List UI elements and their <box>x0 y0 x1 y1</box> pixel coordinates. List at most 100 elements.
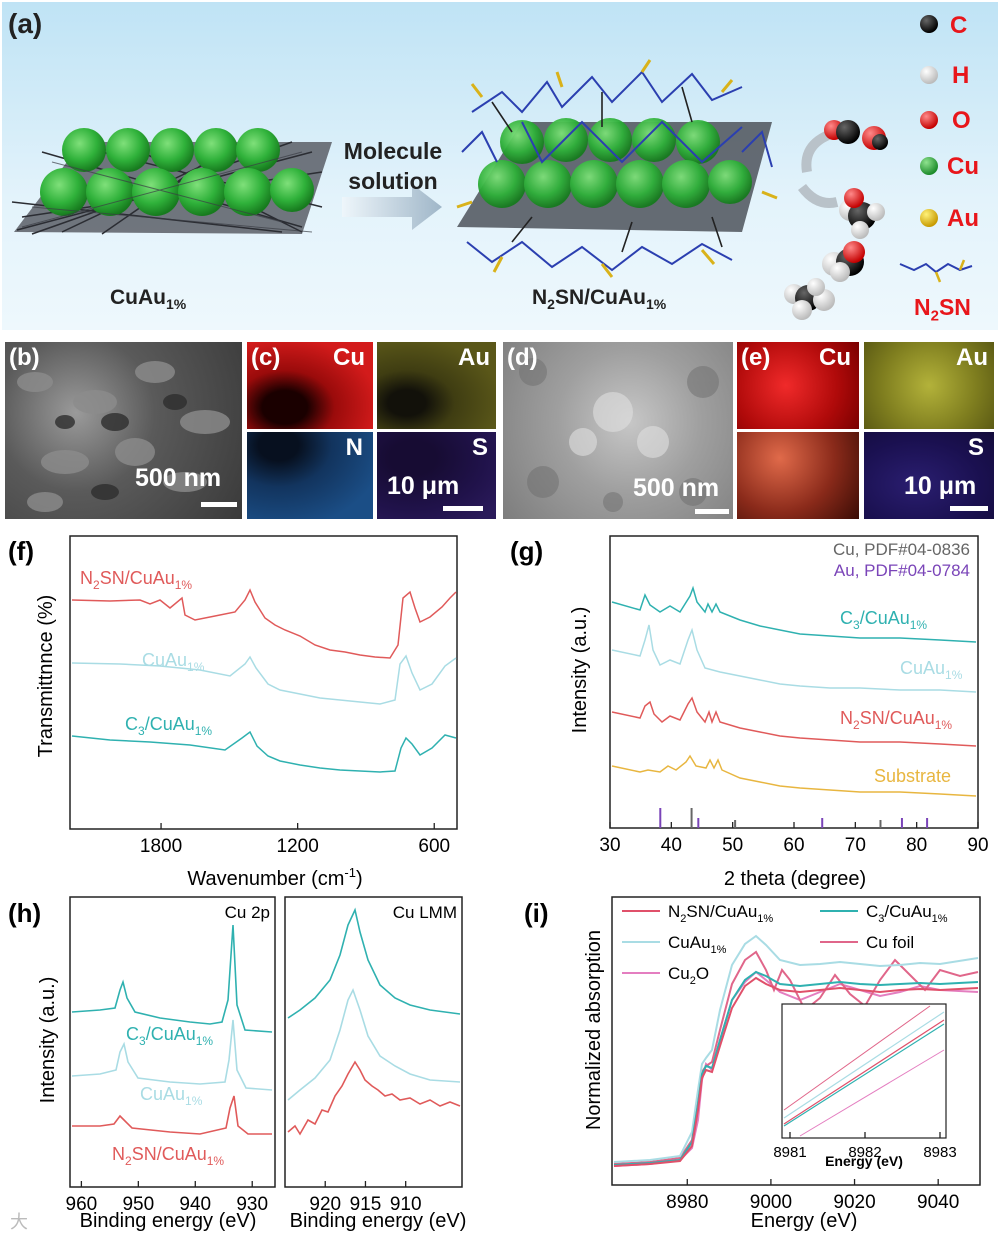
h-title-cu2p: Cu 2p <box>225 903 270 922</box>
g-series-substrate <box>611 754 977 797</box>
f-series-cuau <box>71 654 457 705</box>
co2-molecule <box>824 120 888 150</box>
g-series-c3 <box>611 585 977 643</box>
h-lmm-n2sn <box>287 1060 461 1136</box>
inset-x-tick-label: 8982 <box>848 1144 881 1161</box>
h-cu2p-n2sn <box>72 1095 272 1135</box>
g-x-tick-label: 60 <box>783 835 804 856</box>
n2sn-cuau-caption: N2SN/CuAu1% <box>532 286 667 313</box>
ethane-molecule <box>784 278 835 320</box>
h-legend-n2sn: N2SN/CuAu1% <box>112 1144 224 1168</box>
legend-h: H <box>952 62 970 89</box>
panel-e-scale: 10 μm <box>904 472 977 500</box>
i-ylabel: Normalized absorption <box>583 930 605 1130</box>
f-legend-n2sn: N2SN/CuAu1% <box>80 568 192 592</box>
g-legend-substrate: Substrate <box>874 766 951 786</box>
eds-e-cu-label: Cu <box>819 344 851 371</box>
g-x-tick-label: 30 <box>599 835 620 856</box>
panel-f-label: (f) <box>8 536 34 566</box>
eds-c-s: S 10 μm <box>377 432 496 519</box>
panel-i-label: (i) <box>524 898 549 928</box>
panel-a: (a) <box>2 2 998 330</box>
g-legend-n2sn: N2SN/CuAu1% <box>840 708 952 732</box>
ethanol-molecule <box>822 241 865 282</box>
eds-e-cu: (e) Cu <box>737 342 859 429</box>
chart-h: 960 950 940 930 920 915 910 Cu 2p Cu LMM Inten… <box>37 896 467 1232</box>
i-legend-c3: C3/CuAu1% <box>866 902 948 925</box>
schematic-illustration <box>11 15 973 320</box>
i-x-tick-label: 9040 <box>917 1192 959 1213</box>
panel-d-scale: 500 nm <box>633 474 720 502</box>
methanol-molecule <box>839 188 885 239</box>
h-lmm-c3 <box>287 907 461 1019</box>
inset-x-tick-label: 8983 <box>923 1144 956 1161</box>
eds-e-s: S 10 μm <box>864 432 994 519</box>
f-x-tick-label: 1800 <box>140 836 182 857</box>
process-arrow <box>342 184 442 230</box>
eds-c-cu: (c) Cu <box>247 342 373 429</box>
f-x-tick-label: 600 <box>418 836 450 857</box>
i-xlabel: Energy (eV) <box>751 1210 858 1232</box>
h-cu2p-cuau <box>71 1019 273 1091</box>
arrow-text: Molecule solution <box>334 136 452 196</box>
arrow-text-line1: Molecule <box>343 138 443 164</box>
g-x-tick-label: 80 <box>906 835 927 856</box>
h-right-x-tick-label: 915 <box>350 1194 382 1215</box>
eds-e-overlay <box>737 432 859 519</box>
cuau-caption: CuAu1% <box>110 286 187 313</box>
legend-o: O <box>952 107 971 134</box>
i-series-n2sn <box>613 976 979 1167</box>
h-xlabel-right: Binding energy (eV) <box>290 1210 467 1232</box>
arrow-text-line2: solution <box>348 168 438 194</box>
panel-e-scalebar <box>950 506 988 511</box>
curved-arrow-bottom <box>798 183 839 208</box>
panel-a-label: (a) <box>8 8 43 39</box>
g-ref-au: Au, PDF#04-0784 <box>834 561 970 580</box>
sem-image-b: (b) 500 nm <box>5 342 242 519</box>
panel-d-label: (d) <box>507 344 538 371</box>
i-inset: 8981 8982 8983 Energy (eV) <box>773 1003 957 1169</box>
g-series-cuau <box>611 624 977 693</box>
legend-cu: Cu <box>947 153 979 180</box>
h-left-x-tick-label: 940 <box>179 1194 211 1215</box>
panel-e-label: (e) <box>741 344 771 371</box>
watermark: 大 <box>10 1212 28 1232</box>
h-right-x-tick-label: 910 <box>390 1194 422 1215</box>
i-x-tick-label: 9020 <box>833 1192 875 1213</box>
legend-au: Au <box>947 205 979 232</box>
n2sn-cuau-structure <box>456 59 778 278</box>
i-legend: N2SN/CuAu1% C3/CuAu1% CuAu1% Cu foil Cu2… <box>622 902 948 987</box>
f-x-tick-label: 1200 <box>277 836 319 857</box>
i-series-cuau <box>613 934 979 1163</box>
inset-x-tick-label: 8981 <box>773 1144 806 1161</box>
eds-c-s-label: S <box>471 434 488 461</box>
i-x-tick-label: 8980 <box>666 1192 708 1213</box>
eds-e-au: Au <box>864 342 994 429</box>
h-ylabel: Intensity (a.u.) <box>37 977 59 1104</box>
atom-legend-icons <box>920 15 938 227</box>
panel-b-label: (b) <box>9 344 40 371</box>
eds-c-cu-label: Cu <box>333 344 365 371</box>
n2sn-label: N2SN <box>914 294 971 325</box>
eds-c-au: Au <box>377 342 496 429</box>
f-ylabel: Transmittnnce (%) <box>35 595 57 758</box>
f-xlabel: Wavenumber (cm-1) <box>187 865 362 890</box>
g-x-tick-label: 90 <box>967 835 988 856</box>
cuau-structure <box>11 128 332 235</box>
f-legend-cuau: CuAu1% <box>142 650 205 674</box>
panel-b-scalebar <box>201 502 237 507</box>
h-legend-cuau: CuAu1% <box>140 1084 203 1108</box>
panel-c-scalebar <box>443 506 483 511</box>
g-legend-cuau: CuAu1% <box>900 658 963 682</box>
chart-i: 8980 9000 9020 9040 Normalized absorption E… <box>583 896 981 1232</box>
panel-b-scale: 500 nm <box>135 464 222 492</box>
sem-image-d: (d) 500 nm <box>503 342 733 519</box>
eds-c-n: N <box>247 432 373 519</box>
h-left-x-tick-label: 950 <box>122 1194 154 1215</box>
i-legend-cufoil: Cu foil <box>866 933 914 952</box>
eds-c-n-label: N <box>345 434 363 461</box>
h-lmm-cuau <box>287 987 461 1101</box>
f-series-c3 <box>71 730 457 773</box>
g-legend-c3: C3/CuAu1% <box>840 608 927 632</box>
